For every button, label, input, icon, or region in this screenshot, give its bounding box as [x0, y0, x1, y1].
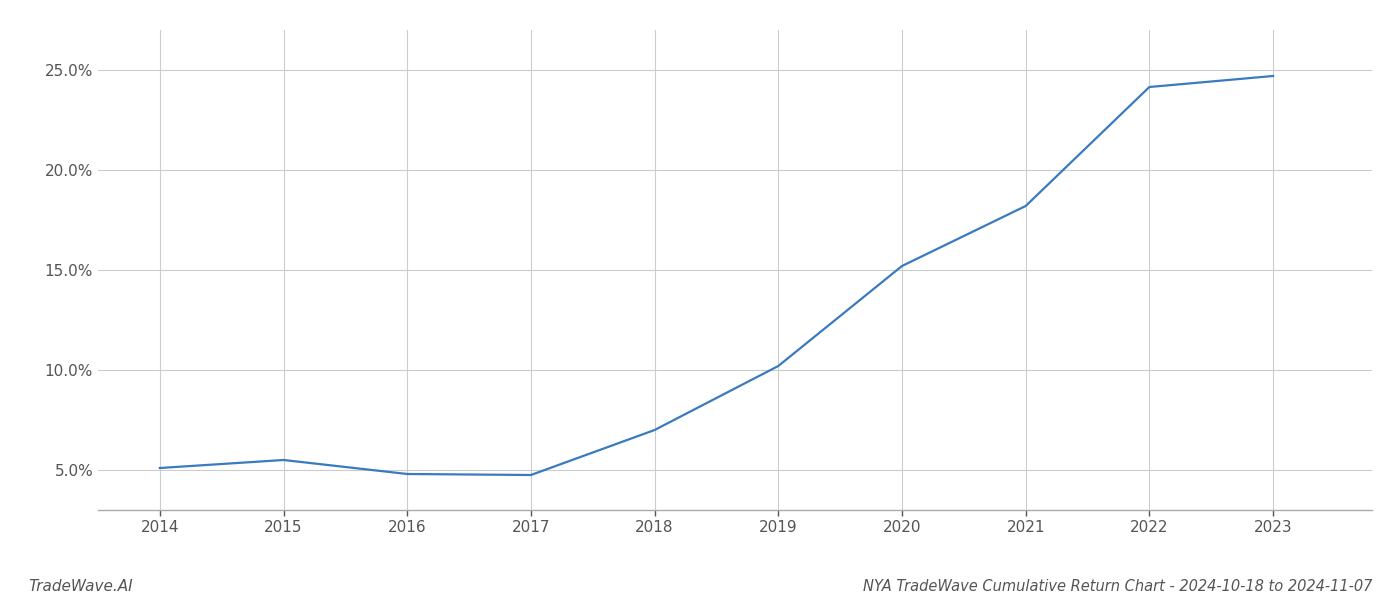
Text: NYA TradeWave Cumulative Return Chart - 2024-10-18 to 2024-11-07: NYA TradeWave Cumulative Return Chart - …	[862, 579, 1372, 594]
Text: TradeWave.AI: TradeWave.AI	[28, 579, 133, 594]
